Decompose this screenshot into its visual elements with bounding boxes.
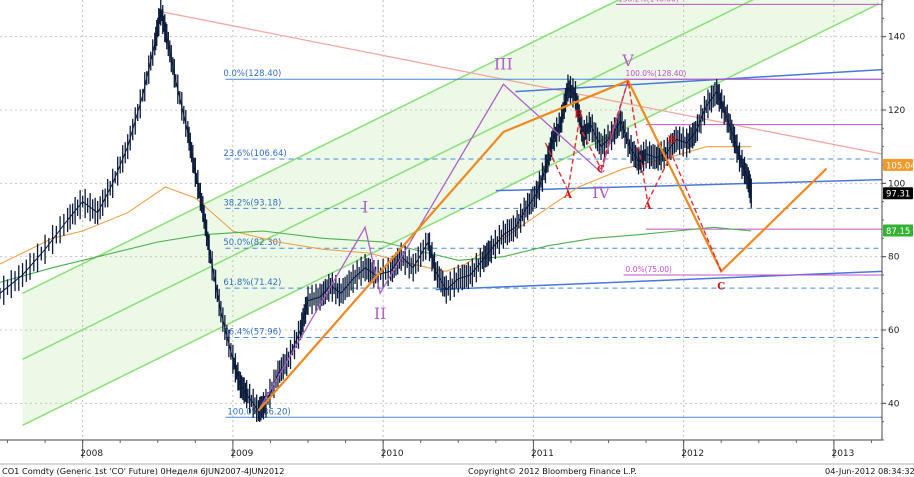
footer-copyright: Copyright© 2012 Bloomberg Finance L.P. (468, 466, 637, 476)
footer-timestamp: 04-Jun-2012 08:34:32 (825, 466, 914, 476)
price-marker-box (883, 187, 913, 200)
y-axis-tick-label: 80 (888, 253, 900, 263)
regression-channel-bound (22, 0, 621, 295)
wave-label: V (621, 51, 634, 70)
y-axis-tick-label: 60 (888, 326, 900, 336)
projection-label: 138.2%(148.80) (618, 0, 679, 3)
elliott-wave-line (257, 80, 629, 412)
descending-trendline (157, 10, 883, 155)
correction-label: A (643, 201, 652, 212)
wave-label: III (494, 55, 513, 74)
projection-label: 0.0%(75.00) (626, 265, 672, 274)
fibonacci-label: 50.0%(82.30) (223, 238, 281, 248)
regression-channel-fill (22, 0, 879, 426)
y-axis-tick-label: 40 (888, 399, 900, 409)
fibonacci-label: 23.6%(106.64) (223, 149, 286, 159)
regression-channel-midline (22, 0, 755, 361)
correction-label: B (667, 135, 675, 146)
x-axis-tick-label: 2009 (230, 449, 253, 459)
wave-label: IV (592, 183, 610, 202)
correction-label: C (717, 282, 725, 293)
y-axis-tick-label: 100 (888, 179, 905, 189)
x-axis-tick-label: 2010 (381, 449, 404, 459)
fibonacci-label: 38.2%(93.18) (223, 198, 281, 208)
regression-channel-bound (22, 2, 880, 427)
fibonacci-label: 76.4%(57.96) (223, 327, 281, 337)
y-axis-tick-label: 120 (888, 106, 905, 116)
y-axis-tick-label: 140 (888, 33, 905, 43)
price-marker-box (883, 224, 913, 237)
support-trendline (435, 270, 883, 291)
corrective-path (544, 80, 722, 272)
fibonacci-label: 61.8%(71.42) (223, 278, 281, 288)
correction-label: C (597, 164, 605, 175)
projection-path (257, 79, 828, 412)
projection-label: 100.0%(128.40) (626, 69, 687, 78)
price-marker-label: 105.04 (886, 161, 914, 171)
correction-label: A (563, 190, 572, 201)
resistance-trendline (515, 68, 883, 93)
moving-average-line (0, 226, 752, 283)
x-axis-tick-label: 2012 (681, 449, 704, 459)
x-axis-tick-label: 2008 (80, 449, 103, 459)
wave-label: I (362, 198, 368, 217)
correction-label: B (574, 109, 582, 120)
price-line (0, 10, 752, 412)
price-marker-label: 97.31 (886, 190, 910, 200)
footer-security-info: CO1 Comdty (Generic 1st 'CO' Future) 0Не… (2, 466, 285, 476)
fibonacci-label: 0.0%(128.40) (223, 69, 281, 79)
wave-label: II (374, 304, 387, 323)
price-marker-label: 87.15 (886, 227, 910, 237)
x-axis-tick-label: 2013 (831, 449, 854, 459)
price-marker-box (883, 158, 913, 171)
neckline-trendline (495, 178, 883, 192)
x-axis-tick-label: 2011 (531, 449, 554, 459)
